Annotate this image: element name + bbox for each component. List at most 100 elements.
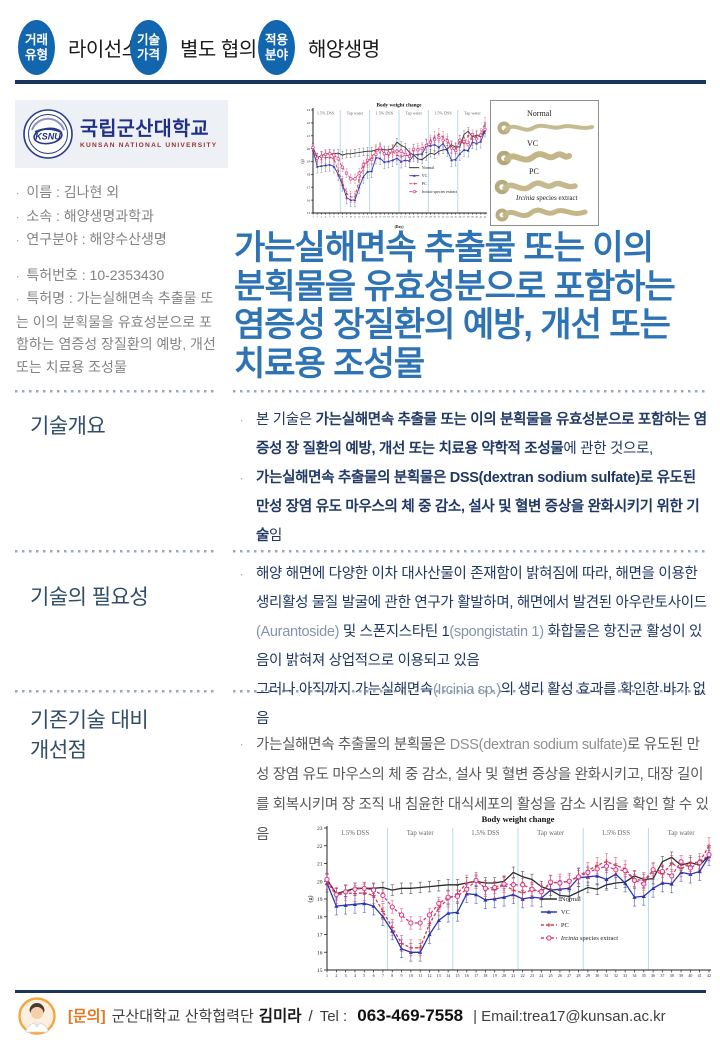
svg-text:15: 15: [317, 968, 323, 974]
section-title: 기술의 필요성: [30, 586, 149, 609]
svg-text:40: 40: [688, 973, 692, 978]
svg-text:14: 14: [366, 215, 369, 218]
contact-email: | Email:trea17@kunsan.ac.kr: [473, 1008, 666, 1025]
svg-text:14: 14: [446, 973, 450, 978]
svg-text:22: 22: [521, 973, 525, 978]
patent-number: ∙ 특허번호 : 10-2353430: [16, 264, 224, 288]
svg-text:28: 28: [577, 973, 581, 978]
bullet-dot: ∙: [16, 209, 20, 224]
bullet-text: 그러나 아직까지 가는실해면속(Ircinia sp.)의 생리 활성 효과를 …: [256, 682, 706, 727]
svg-text:1.5% DSS: 1.5% DSS: [341, 830, 370, 837]
svg-text:PC: PC: [561, 922, 569, 929]
svg-text:42: 42: [484, 215, 487, 218]
researcher-name: ∙ 이름 : 김나현 외: [16, 181, 224, 205]
svg-text:11: 11: [418, 973, 422, 978]
page-title-line: 치료용 조성물: [234, 344, 425, 383]
svg-text:2: 2: [335, 973, 337, 978]
badge-deal-type: 거래 유형 라이선스: [18, 20, 140, 75]
inquiry-label: [문의]: [68, 1008, 106, 1025]
bullet-text: 해양 해면에 다양한 이차 대사산물이 존재함이 밝혀짐에 따라, 해면을 이용…: [256, 566, 707, 669]
svg-text:1: 1: [326, 973, 328, 978]
svg-text:16: 16: [307, 198, 311, 202]
svg-text:4: 4: [354, 973, 356, 978]
svg-text:(g): (g): [301, 159, 305, 164]
svg-text:1: 1: [312, 215, 314, 218]
deal-type-circle: 거래 유형: [18, 20, 55, 75]
researcher-name-text: 이름 : 김나현 외: [26, 184, 120, 200]
badge-circle-text: 분야: [264, 47, 288, 62]
svg-text:20: 20: [317, 879, 323, 885]
section-bullets: ∙ 가는실해면속 추출물의 분획물은 DSS(dextran sodium sul…: [240, 700, 710, 850]
section-bullets: ∙ 본 기술은 가는실해면속 추출물 또는 이의 분획물을 유효성분으로 포함하는…: [240, 400, 710, 551]
svg-text:23: 23: [317, 826, 323, 832]
contact-line: [문의] 군산대학교 산학협력단 김미라 / Tel : 063-469-755…: [68, 1004, 666, 1026]
bullet-dot: ∙: [16, 233, 20, 247]
svg-text:10: 10: [350, 215, 353, 218]
apply-field-circle: 적용 분야: [258, 20, 295, 75]
badge-circle-text: 적용: [264, 32, 288, 47]
svg-text:25: 25: [549, 973, 553, 978]
svg-text:18: 18: [383, 215, 386, 218]
svg-text:31: 31: [605, 973, 609, 978]
svg-text:38: 38: [670, 973, 674, 978]
tel-label: Tel :: [319, 1008, 348, 1025]
research-field: ∙ 연구분야 : 해양수산생명: [16, 228, 224, 252]
svg-text:KSNU: KSNU: [35, 132, 61, 142]
researcher-info: ∙ 이름 : 김나현 외 ∙ 소속 : 해양생명과학과 ∙ 연구분야 : 해양수산생명…: [16, 181, 224, 378]
dotted-divider: [233, 690, 707, 693]
svg-text:41: 41: [480, 215, 483, 218]
svg-text:27: 27: [421, 215, 424, 218]
svg-text:21: 21: [317, 862, 323, 868]
svg-text:40: 40: [475, 215, 478, 218]
svg-text:9: 9: [401, 973, 403, 978]
svg-text:24: 24: [539, 973, 543, 978]
bullet-text: 본 기술은 가는실해면속 추출물 또는 이의 분획물을 유효성분으로 포함하는 …: [256, 412, 707, 457]
university-name-en: KUNSAN NATIONAL UNIVERSITY: [80, 142, 218, 149]
contact-avatar-icon: [18, 997, 56, 1035]
svg-text:22: 22: [317, 844, 323, 850]
svg-text:7: 7: [382, 973, 384, 978]
svg-text:21: 21: [307, 134, 311, 138]
svg-text:8: 8: [342, 215, 344, 218]
patent-title: ∙ 특허명 : 가는실해면속 추출물 또는 이의 분획물을 유효성분으로 포함하는…: [16, 287, 224, 378]
badge-circle-text: 유형: [24, 47, 48, 62]
svg-text:39: 39: [679, 973, 683, 978]
svg-text:24: 24: [408, 215, 411, 218]
svg-text:PC: PC: [422, 181, 427, 186]
svg-text:12: 12: [427, 973, 431, 978]
svg-text:(Day): (Day): [395, 225, 405, 229]
svg-text:42: 42: [707, 973, 711, 978]
svg-text:3: 3: [345, 973, 347, 978]
svg-text:15: 15: [455, 973, 459, 978]
page-title-line: 가는실해면속 추출물 또는 이의: [234, 229, 654, 267]
svg-text:15: 15: [307, 211, 311, 215]
svg-text:19: 19: [307, 160, 311, 164]
svg-text:17: 17: [307, 185, 311, 189]
svg-text:39: 39: [471, 215, 474, 218]
svg-text:12: 12: [358, 215, 361, 218]
svg-text:29: 29: [586, 973, 590, 978]
page-title-line: 염증성 장질환의 예방, 개선 또는: [234, 306, 671, 344]
badge-apply-field: 적용 분야 해양생명: [258, 20, 380, 75]
svg-text:30: 30: [433, 215, 436, 218]
svg-text:2: 2: [317, 215, 319, 218]
bullet-text: 가는실해면속 추출물의 분획물은 DSS(dextran sodium sulf…: [256, 470, 700, 544]
svg-text:4: 4: [325, 215, 327, 218]
badge-circle-text: 거래: [24, 32, 48, 47]
apply-field-value: 해양생명: [308, 39, 380, 61]
svg-text:8: 8: [391, 973, 393, 978]
svg-text:22: 22: [307, 121, 311, 125]
svg-text:16: 16: [465, 973, 469, 978]
bullet-dot: ∙: [16, 186, 20, 200]
contact-name: 김미라: [258, 1008, 302, 1025]
header-divider: [15, 80, 706, 84]
svg-text:17: 17: [379, 215, 382, 218]
svg-text:5: 5: [329, 215, 331, 218]
bullet-item: ∙ 그러나 아직까지 가는실해면속(Ircinia sp.)의 생리 활성 효과를…: [240, 676, 710, 734]
footer-divider: [15, 990, 706, 993]
svg-text:VC: VC: [422, 173, 428, 178]
colon-photo-figure: Normal VC PC Ircinia species extract: [490, 100, 599, 226]
svg-text:Tap water: Tap water: [405, 110, 422, 115]
svg-text:5: 5: [363, 973, 365, 978]
